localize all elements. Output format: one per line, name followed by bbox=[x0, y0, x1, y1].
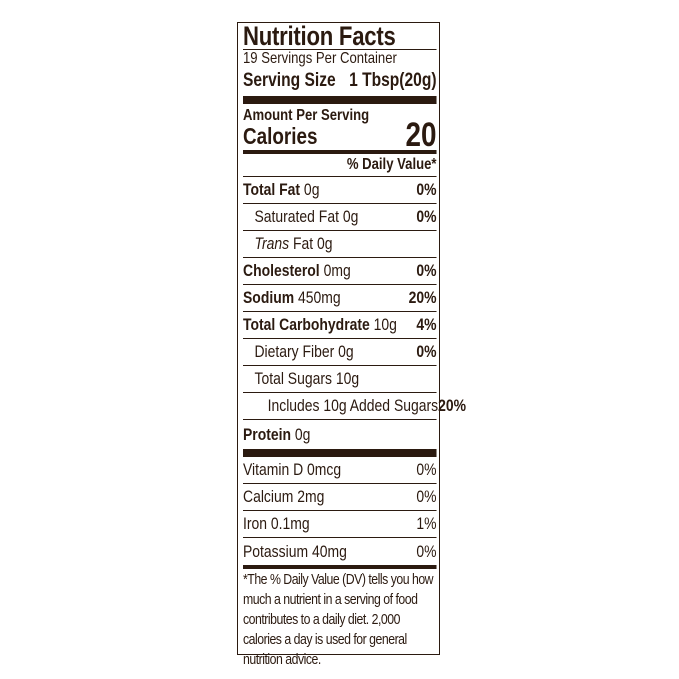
nutrient-label: Includes 10g Added Sugars bbox=[267, 396, 439, 415]
calories-label: Calories bbox=[243, 123, 318, 149]
nutrient-label: Dietary Fiber 0g bbox=[254, 342, 354, 361]
nutrient-amount: 0mg bbox=[323, 261, 351, 280]
vitamin-row: Calcium 2mg 0% bbox=[243, 484, 437, 511]
nutrient-dv: 0% bbox=[416, 342, 437, 361]
nutrient-label: Total Fat bbox=[243, 180, 301, 199]
nutrient-amount: 0g bbox=[294, 424, 311, 444]
serving-size-value: 1 Tbsp(20g) bbox=[349, 70, 437, 91]
calories-row: Calories 20 bbox=[243, 116, 437, 154]
nutrient-row-trans-fat: Trans Fat 0g bbox=[243, 231, 437, 258]
nutrition-facts-label: Nutrition Facts 19 Servings Per Containe… bbox=[237, 22, 466, 668]
nutrient-dv: 0% bbox=[416, 207, 437, 226]
nutrient-label: Saturated Fat 0g bbox=[254, 207, 359, 226]
nutrient-dv: 0% bbox=[416, 261, 437, 280]
nutrient-row-sodium: Sodium 450mg 20% bbox=[243, 285, 437, 312]
nutrient-row-total-sugars: Total Sugars 10g bbox=[243, 366, 437, 393]
servings-per-container: 19 Servings Per Container bbox=[243, 50, 397, 67]
nutrient-row-added-sugars: Includes 10g Added Sugars 20% bbox=[243, 393, 466, 420]
vitamin-dv: 1% bbox=[416, 514, 437, 533]
medium-divider bbox=[243, 565, 437, 569]
nutrient-label: Sodium bbox=[243, 288, 295, 307]
vitamin-row: Iron 0.1mg 1% bbox=[243, 511, 437, 538]
nutrient-dv: 0% bbox=[416, 180, 437, 199]
nutrient-row-total-carbohydrate: Total Carbohydrate 10g 4% bbox=[243, 312, 437, 339]
vitamin-label: Potassium 40mg bbox=[243, 541, 347, 561]
vitamin-label: Calcium 2mg bbox=[243, 487, 325, 506]
serving-size-row: Serving Size 1 Tbsp(20g) bbox=[243, 67, 437, 94]
nutrient-dv: 20% bbox=[438, 396, 467, 415]
nutrient-label: Total Carbohydrate bbox=[243, 315, 370, 334]
nutrient-row-cholesterol: Cholesterol 0mg 0% bbox=[243, 258, 437, 285]
thick-divider bbox=[243, 96, 437, 104]
nutrient-amount: 0g bbox=[303, 180, 320, 199]
label-content: Nutrition Facts 19 Servings Per Containe… bbox=[243, 22, 466, 670]
nutrient-label: Protein bbox=[243, 424, 292, 444]
nutrient-label: Cholesterol bbox=[243, 261, 320, 280]
nutrient-label: Fat 0g bbox=[292, 234, 333, 253]
thick-divider bbox=[243, 449, 437, 457]
vitamin-dv: 0% bbox=[416, 487, 437, 506]
vitamin-row: Vitamin D 0mcg 0% bbox=[243, 457, 437, 484]
nutrient-dv: 4% bbox=[416, 315, 437, 334]
vitamin-dv: 0% bbox=[416, 541, 437, 561]
nutrient-dv: 20% bbox=[408, 288, 437, 307]
nutrient-amount: 10g bbox=[373, 315, 397, 334]
serving-size-label: Serving Size bbox=[243, 70, 336, 91]
daily-value-header: % Daily Value* bbox=[243, 154, 437, 177]
vitamin-row: Potassium 40mg 0% bbox=[243, 538, 437, 565]
label-title: Nutrition Facts bbox=[243, 22, 437, 50]
nutrient-label-italic: Trans bbox=[254, 234, 290, 253]
vitamin-label: Iron 0.1mg bbox=[243, 514, 310, 533]
footnote: *The % Daily Value (DV) tells you how mu… bbox=[243, 571, 434, 668]
nutrient-row-protein: Protein 0g bbox=[243, 420, 437, 449]
nutrient-label: Total Sugars 10g bbox=[254, 369, 360, 388]
vitamins-list: Vitamin D 0mcg 0% Calcium 2mg 0% Iron 0.… bbox=[243, 457, 437, 565]
nutrient-row-saturated-fat: Saturated Fat 0g 0% bbox=[243, 204, 437, 231]
nutrient-amount: 450mg bbox=[298, 288, 341, 307]
vitamin-label: Vitamin D 0mcg bbox=[243, 460, 342, 479]
amount-per-serving: Amount Per Serving bbox=[243, 106, 370, 124]
nutrient-row-total-fat: Total Fat 0g 0% bbox=[243, 177, 437, 204]
nutrient-row-dietary-fiber: Dietary Fiber 0g 0% bbox=[243, 339, 437, 366]
medium-divider bbox=[243, 150, 437, 154]
vitamin-dv: 0% bbox=[416, 460, 437, 479]
calories-value: 20 bbox=[405, 116, 437, 154]
